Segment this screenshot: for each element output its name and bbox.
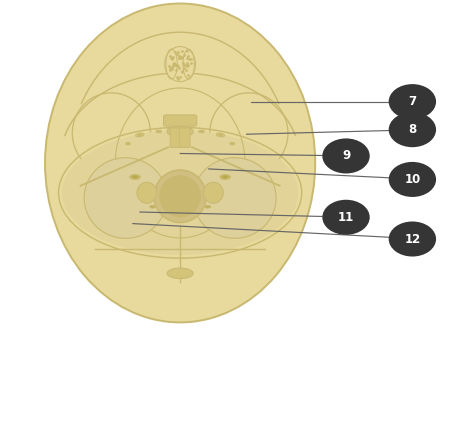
Ellipse shape (159, 175, 201, 217)
Ellipse shape (45, 3, 315, 322)
Ellipse shape (210, 93, 288, 173)
Ellipse shape (199, 130, 204, 132)
Ellipse shape (167, 126, 193, 137)
Ellipse shape (165, 46, 195, 82)
Circle shape (389, 221, 436, 257)
Ellipse shape (157, 131, 160, 132)
Ellipse shape (84, 158, 167, 238)
Ellipse shape (200, 131, 203, 132)
Ellipse shape (127, 143, 129, 144)
Ellipse shape (150, 206, 155, 208)
FancyBboxPatch shape (180, 128, 190, 147)
Ellipse shape (231, 143, 234, 144)
Ellipse shape (203, 182, 223, 203)
Ellipse shape (216, 133, 225, 137)
Circle shape (389, 112, 436, 147)
FancyBboxPatch shape (170, 128, 181, 147)
Ellipse shape (230, 142, 235, 145)
Ellipse shape (220, 175, 230, 179)
Ellipse shape (132, 175, 138, 178)
Ellipse shape (137, 134, 142, 136)
Ellipse shape (137, 182, 157, 203)
Circle shape (322, 200, 370, 235)
Circle shape (322, 138, 370, 173)
Circle shape (389, 84, 436, 119)
Ellipse shape (156, 130, 162, 132)
Ellipse shape (205, 206, 210, 208)
Ellipse shape (222, 175, 228, 178)
Ellipse shape (130, 175, 140, 179)
Ellipse shape (193, 158, 276, 238)
Ellipse shape (167, 268, 193, 279)
Text: 11: 11 (338, 211, 354, 224)
Ellipse shape (136, 133, 144, 137)
Text: 12: 12 (404, 233, 420, 246)
Ellipse shape (62, 131, 298, 255)
Text: 9: 9 (342, 150, 350, 163)
Ellipse shape (218, 134, 223, 136)
Ellipse shape (126, 142, 130, 145)
Ellipse shape (75, 47, 285, 135)
Circle shape (389, 162, 436, 197)
FancyBboxPatch shape (164, 115, 197, 126)
Ellipse shape (154, 170, 206, 223)
Ellipse shape (72, 93, 151, 173)
Text: 10: 10 (404, 173, 420, 186)
Text: 8: 8 (408, 123, 417, 136)
Text: 7: 7 (408, 95, 417, 108)
